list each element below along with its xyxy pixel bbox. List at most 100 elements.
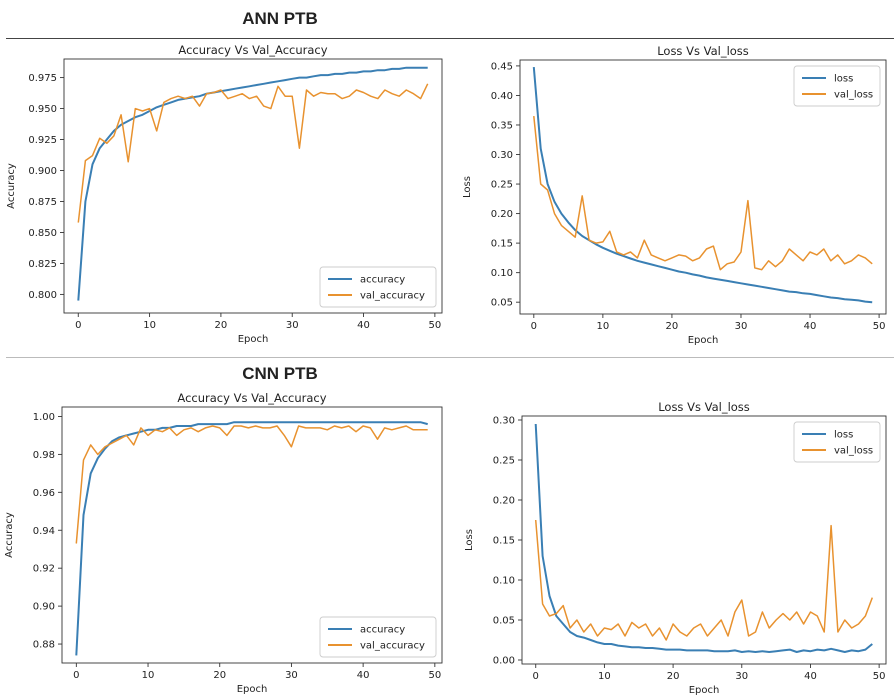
y-tick-label: 1.00 [33,412,55,423]
y-tick-label: 0.05 [493,616,515,627]
y-axis-label: Accuracy [4,512,15,558]
x-tick-label: 0 [533,671,539,682]
y-tick-label: 0.94 [33,526,55,537]
legend: accuracy val_accuracy [319,616,437,658]
legend-box [793,421,881,463]
legend-box [793,65,881,107]
legend-label: val_accuracy [360,641,425,652]
ann-accuracy-chart: Accuracy Vs Val_Accuracy 0 10 20 30 40 50 0.800… [6,43,443,345]
legend-label: loss [834,430,853,441]
y-tick-label: 0.875 [28,197,57,208]
cnn-accuracy-chart: Accuracy Vs Val_Accuracy 0 10 20 30 40 50 0.88 0… [4,391,443,695]
cnn-loss-chart: Loss Vs Val_loss 0 10 20 30 40 50 0.00 0.05 0.10 0… [464,400,887,696]
legend-label: loss [834,74,853,85]
x-tick-label: 50 [873,321,886,332]
x-axis-label: Epoch [689,685,720,696]
legend: loss val_loss [793,421,881,463]
chart-title: Loss Vs Val_loss [657,44,749,58]
plot-frame [63,58,443,314]
y-tick-label: 0.10 [491,268,513,279]
x-tick-label: 10 [598,671,611,682]
x-tick-label: 40 [357,320,370,331]
y-axis-label: Accuracy [6,163,17,209]
y-tick-label: 0.800 [28,290,57,301]
legend-label: accuracy [360,625,405,636]
y-tick-label: 0.40 [491,91,513,102]
x-tick-label: 30 [286,320,299,331]
x-tick-label: 0 [75,320,81,331]
y-tick-label: 0.825 [28,259,57,270]
y-tick-label: 0.05 [491,298,513,309]
legend-box [319,266,437,308]
x-tick-label: 20 [667,671,680,682]
section-title-ann: ANN PTB [242,9,318,28]
y-tick-label: 0.900 [28,166,57,177]
y-tick-label: 0.950 [28,104,57,115]
chart-title: Loss Vs Val_loss [658,400,750,414]
legend-box [319,616,437,658]
x-tick-label: 40 [357,670,370,681]
section-rule-top [6,38,894,39]
y-tick-label: 0.25 [493,456,515,467]
y-tick-label: 0.96 [33,488,55,499]
x-tick-label: 0 [73,670,79,681]
x-axis-label: Epoch [688,335,719,346]
y-tick-label: 0.975 [28,73,57,84]
series-line-val-accuracy [75,425,428,544]
series-line-accuracy [75,421,428,656]
y-tick-label: 0.30 [491,150,513,161]
x-tick-label: 50 [428,670,441,681]
chart-title: Accuracy Vs Val_Accuracy [177,391,326,405]
x-tick-label: 20 [213,670,226,681]
y-tick-label: 0.15 [491,239,513,250]
legend-label: val_accuracy [360,291,425,302]
section-title-cnn: CNN PTB [242,364,318,383]
x-tick-label: 10 [142,670,155,681]
x-tick-label: 50 [873,671,886,682]
x-tick-label: 0 [531,321,537,332]
legend-label: val_loss [834,90,873,101]
y-axis-label: Loss [464,529,475,551]
y-tick-label: 0.10 [493,576,515,587]
x-axis-label: Epoch [237,684,268,695]
section-rule-middle [6,357,894,358]
y-axis-label: Loss [462,176,473,198]
plot-frame [61,406,443,664]
legend-label: accuracy [360,275,405,286]
x-tick-label: 20 [215,320,228,331]
x-tick-label: 10 [597,321,610,332]
y-tick-label: 0.925 [28,135,57,146]
legend: loss val_loss [793,65,881,107]
legend-label: val_loss [834,446,873,457]
ann-loss-chart: Loss Vs Val_loss 0 10 20 30 40 50 0.05 0.10 0.15 0… [462,44,887,346]
y-tick-label: 0.850 [28,228,57,239]
x-tick-label: 50 [429,320,442,331]
y-tick-label: 0.15 [493,536,515,547]
series-line-val-loss [534,519,874,641]
x-tick-label: 30 [285,670,298,681]
plot-frame [519,59,887,315]
x-tick-label: 20 [666,321,679,332]
y-tick-label: 0.25 [491,180,513,191]
y-tick-label: 0.35 [491,120,513,131]
chart-title: Accuracy Vs Val_Accuracy [178,43,327,57]
y-tick-label: 0.92 [33,564,55,575]
x-tick-label: 30 [735,321,748,332]
x-axis-label: Epoch [238,334,269,345]
series-line-loss [534,423,873,653]
y-tick-label: 0.00 [493,656,515,667]
x-tick-label: 10 [143,320,156,331]
y-tick-label: 0.90 [33,602,55,613]
y-tick-label: 0.30 [493,416,515,427]
y-tick-label: 0.20 [491,209,513,220]
x-tick-label: 30 [735,671,748,682]
x-tick-label: 40 [804,321,817,332]
y-tick-label: 0.45 [491,61,513,72]
x-tick-label: 40 [804,671,817,682]
y-tick-label: 0.20 [493,496,515,507]
series-line-val-loss [533,116,873,271]
legend: accuracy val_accuracy [319,266,437,308]
y-tick-label: 0.98 [33,450,55,461]
y-tick-label: 0.88 [33,640,55,651]
series-line-val-accuracy [77,83,429,223]
